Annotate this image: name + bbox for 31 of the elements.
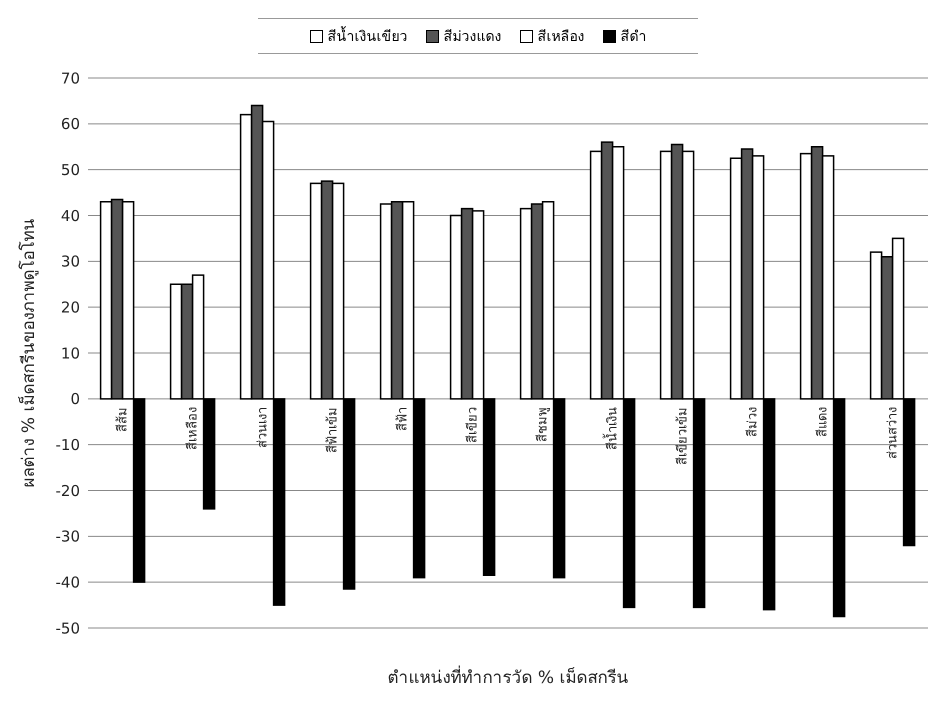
- y-tick-label: 50: [60, 160, 80, 179]
- x-tick-label: ส่วนสว่าง: [886, 406, 900, 459]
- y-tick-label: -40: [56, 573, 80, 592]
- y-tick-label: 0: [70, 390, 80, 408]
- x-tick-label: สีชมพู: [534, 406, 550, 442]
- x-tick-label: สีเหลือง: [184, 406, 200, 450]
- x-tick-label: สีเขียว: [464, 406, 480, 443]
- x-tick-label: สีน้ำเงิน: [602, 406, 620, 450]
- y-tick-label: 70: [60, 69, 80, 88]
- x-tick-label: สีแดง: [814, 406, 830, 437]
- x-tick-label: สีส้ม: [114, 406, 130, 432]
- y-tick-label: 30: [60, 252, 80, 271]
- y-tick-label: -10: [56, 436, 80, 454]
- y-axis-title: ผลต่าง % เม็ดสกรีนของภาพดูโอโทน: [17, 218, 40, 488]
- x-tick-label: ส่วนเงา: [256, 406, 270, 448]
- x-tick-label: สีฟ้า: [394, 406, 410, 431]
- y-tick-label: -30: [56, 528, 80, 546]
- y-tick-label: 60: [60, 115, 80, 134]
- x-tick-label: สีฟ้าเข้ม: [324, 406, 340, 453]
- y-tick-label: -20: [56, 482, 80, 500]
- y-tick-label: 40: [60, 206, 80, 225]
- legend-label: สีน้ำเงินเขียว: [326, 25, 408, 47]
- y-tick-label: 20: [60, 298, 80, 316]
- legend-label: สีม่วงแดง: [442, 28, 502, 47]
- x-tick-label: สีม่วง: [744, 406, 760, 437]
- legend-label: สีเหลือง: [536, 28, 584, 47]
- y-tick-label: 10: [60, 344, 80, 362]
- legend-label: สีดำ: [620, 28, 646, 47]
- x-tick-label: สีเขียวเข้ม: [674, 406, 690, 465]
- x-axis-title: ตำแหน่งที่ทำการวัด % เม็ดสกรีน: [388, 665, 628, 688]
- y-tick-label: -50: [56, 619, 80, 638]
